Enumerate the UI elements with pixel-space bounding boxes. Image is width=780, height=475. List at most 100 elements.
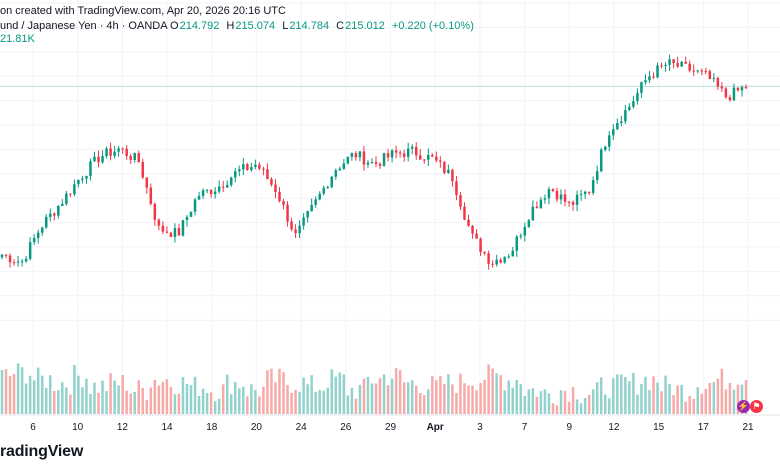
- candle-body: [85, 175, 88, 179]
- candle-body: [149, 187, 153, 204]
- volume-bar: [350, 387, 354, 414]
- candle-body: [117, 148, 120, 152]
- volume-bar: [193, 376, 197, 414]
- candle-body: [567, 201, 571, 203]
- volume-bar: [523, 396, 527, 414]
- candle-body: [696, 70, 699, 72]
- candle-body: [435, 156, 438, 161]
- candle-body: [286, 204, 289, 222]
- volume-bar: [676, 385, 679, 414]
- candle-body: [700, 70, 704, 72]
- candle-body: [644, 80, 647, 83]
- candle-body: [471, 225, 474, 234]
- volume-bar: [479, 383, 482, 414]
- candle-body: [591, 180, 595, 193]
- volume-bar: [229, 394, 233, 414]
- x-tick-label: 9: [566, 422, 572, 433]
- x-tick-label: 29: [385, 422, 397, 433]
- x-tick-label: 10: [72, 422, 84, 433]
- volume-bar: [89, 394, 92, 414]
- candle-body: [73, 184, 76, 195]
- high-label: H: [226, 20, 235, 32]
- volume-bar: [234, 382, 237, 414]
- candle-body: [636, 92, 639, 102]
- volume-bar: [644, 376, 647, 414]
- volume-bar: [531, 388, 535, 414]
- volume-bar: [608, 398, 611, 414]
- candle-body: [318, 193, 321, 200]
- x-tick-label: 14: [162, 422, 174, 433]
- volume-bar: [254, 390, 257, 414]
- candle-body: [559, 194, 563, 200]
- volume-bar: [374, 383, 378, 414]
- candle-body: [410, 146, 414, 149]
- volume-bar: [77, 375, 80, 414]
- volume-bar: [624, 376, 627, 414]
- candle-body: [169, 232, 173, 237]
- volume-bar: [740, 384, 744, 414]
- volume-bar: [121, 374, 124, 414]
- volume-bar: [640, 384, 643, 414]
- volume-bar: [447, 374, 450, 414]
- candle-body: [238, 169, 241, 172]
- volume-bar: [636, 394, 639, 414]
- volume-bar: [149, 387, 153, 414]
- candle-body: [555, 190, 559, 200]
- candle-body: [4, 254, 8, 256]
- volume-bar: [684, 401, 687, 414]
- volume-bar: [483, 379, 486, 414]
- volume-bar: [712, 382, 716, 414]
- volume-bar: [81, 387, 84, 414]
- candle-body: [660, 65, 663, 67]
- volume-bar: [732, 389, 736, 414]
- flag-icon[interactable]: ⚑: [750, 400, 763, 413]
- lightning-icon[interactable]: ⚡: [737, 400, 750, 413]
- volume-bar: [390, 378, 394, 414]
- candle-body: [24, 258, 28, 262]
- volume-bar: [217, 398, 221, 414]
- candle-body: [69, 193, 72, 195]
- candle-body: [443, 161, 446, 173]
- volume-bar: [724, 389, 728, 414]
- candle-body: [326, 187, 329, 189]
- volume-bar: [306, 384, 309, 414]
- candle-body: [676, 62, 679, 67]
- candle-body: [724, 88, 728, 98]
- candle-body: [354, 153, 358, 158]
- candle-body: [366, 162, 370, 165]
- candle-body: [447, 169, 450, 173]
- volume-bar: [65, 387, 68, 414]
- candle-body: [165, 231, 169, 233]
- x-tick-label: 12: [117, 422, 129, 433]
- candle-body: [527, 220, 531, 227]
- volume-bar: [551, 403, 555, 414]
- volume-bar: [117, 385, 120, 414]
- volume-bar: [587, 394, 591, 414]
- volume-bar: [258, 396, 261, 414]
- candle-body: [137, 153, 140, 163]
- volume-bar: [24, 383, 28, 414]
- candle-body: [394, 150, 398, 153]
- x-tick-label: 26: [340, 422, 352, 433]
- tradingview-brand: radingView: [0, 443, 84, 460]
- volume-bar: [330, 369, 334, 414]
- change-value: +0.220 (+0.10%): [391, 20, 474, 32]
- candle-body: [370, 162, 374, 164]
- x-tick-label: 20: [251, 422, 263, 433]
- candle-body: [89, 161, 92, 176]
- volume-bar: [378, 378, 382, 414]
- volume-bar: [302, 377, 305, 414]
- candle-body: [668, 59, 671, 65]
- candle-body: [246, 164, 249, 170]
- candle-body: [704, 71, 708, 73]
- volume-bar: [652, 376, 655, 414]
- candle-body: [109, 148, 112, 156]
- close-label: C: [336, 20, 345, 32]
- volume-bar: [599, 377, 603, 414]
- volume-bar: [386, 385, 390, 414]
- candle-body: [242, 164, 245, 170]
- volume-bar: [354, 398, 358, 414]
- volume-bar: [539, 391, 543, 414]
- volume-bar: [475, 390, 478, 414]
